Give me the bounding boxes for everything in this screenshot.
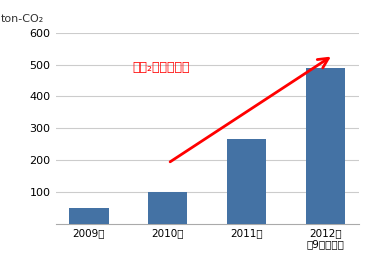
Bar (306, 68, 345, 224)
Bar (227, 140, 266, 224)
Text: ＣＯ₂削減量ＵＰ: ＣＯ₂削減量ＵＰ (132, 61, 190, 74)
Bar (148, 192, 188, 224)
Bar (69, 208, 109, 224)
Text: ton-CO₂: ton-CO₂ (1, 14, 44, 24)
